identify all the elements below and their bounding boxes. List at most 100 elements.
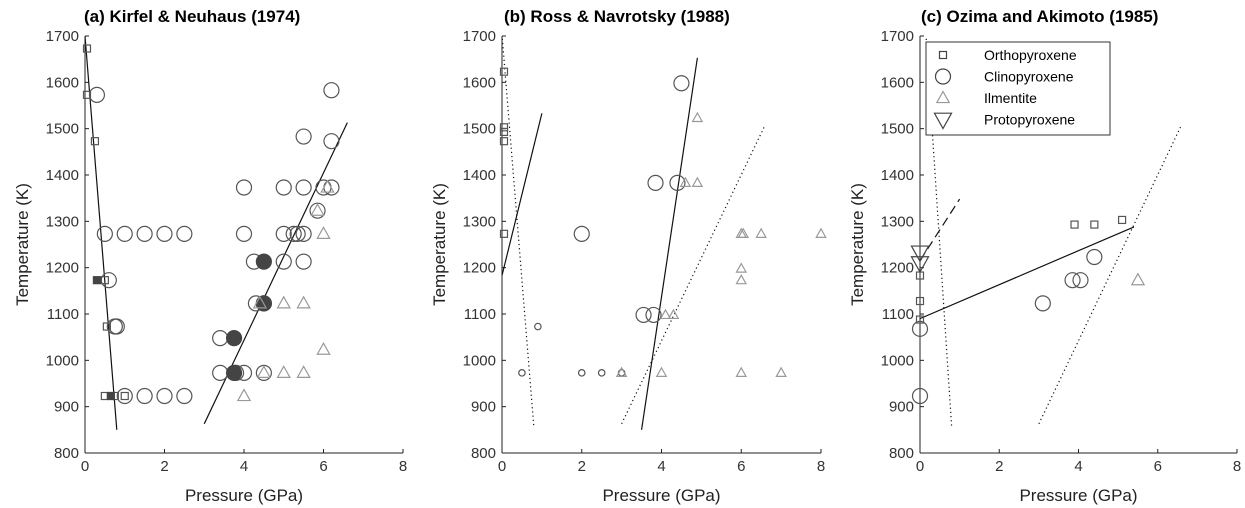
y-tick-label: 1400 [881,167,914,184]
data-point-circle [96,225,113,242]
data-point-triangle-up [735,366,748,377]
x-tick-label: 0 [916,458,924,475]
data-point-square [915,296,925,306]
x-axis-label: Pressure (GPa) [1019,486,1137,505]
fit-lines [85,36,348,430]
data-point-circle [669,174,686,191]
data-markers [499,67,827,377]
legend-label: Ilmentite [984,90,1037,106]
data-point-circle [295,128,312,145]
legend-label: Orthopyroxene [984,47,1077,63]
solid-fit-line [85,36,118,430]
data-point-circle [673,75,690,92]
data-point-triangle-up [296,295,311,309]
data-point-circle [156,225,173,242]
x-tick-label: 4 [657,458,665,475]
data-point-circle [1072,272,1089,289]
y-tick-label: 1300 [881,213,914,230]
data-point-circle [1086,248,1103,266]
data-point-circle [911,320,929,337]
y-tick-label: 1200 [463,260,496,277]
data-point-square [92,276,102,285]
y-tick-label: 1400 [46,167,79,184]
y-tick-label: 1100 [882,306,914,323]
data-point-circle [635,306,652,324]
chart-title: (b) Ross & Navrotsky (1988) [504,7,730,26]
y-tick-label: 1000 [881,352,914,369]
solid-fit-line [502,113,543,276]
dotted-fit-line [502,36,535,428]
data-point-triangle-up [815,227,827,238]
data-point-circle [295,179,312,196]
y-tick-label: 800 [471,445,496,462]
data-point-circle [645,306,662,324]
x-tick-label: 6 [319,458,327,475]
legend-label: Protopyroxene [984,112,1075,128]
data-markers [82,44,340,405]
data-point-square [90,137,100,146]
data-point-square [499,137,509,146]
legend-marker-square [938,50,948,60]
data-point-circle [136,387,153,405]
chart-panel-3: 0 2 4 6 8 800 900 1000 1100 1200 1300 1400 1500 1600 1… [848,7,1241,505]
data-point-triangle-up [252,295,268,309]
y-tick-label: 1000 [46,352,79,369]
data-point-square [1090,220,1099,229]
fit-lines [502,36,766,430]
data-point-circle [577,369,586,377]
data-point-circle [100,272,117,289]
data-point-circle [285,225,302,242]
data-point-circle [212,329,229,347]
y-tick-label: 900 [889,399,914,416]
x-tick-label: 8 [1233,458,1241,475]
y-axis-label: Temperature (K) [430,183,449,306]
data-point-square [499,123,509,132]
data-point-circle [275,253,292,270]
data-point-circle [116,387,133,405]
x-tick-label: 0 [498,458,506,475]
data-point-square [82,44,92,53]
y-tick-label: 800 [889,445,914,462]
y-tick-label: 1500 [463,121,496,138]
y-tick-label: 1500 [881,121,914,138]
data-point-triangle-up [691,176,704,187]
dotted-fit-line [925,36,953,428]
legend-marker-triangle-down [933,112,953,130]
y-tick-label: 1600 [46,74,79,91]
chart-panel-2: 0 2 4 6 8 800 900 1000 1100 1200 1300 1400 1500 1600 1… [430,7,827,505]
y-tick-label: 1700 [46,28,79,45]
data-point-circle [255,253,272,270]
data-point-triangle-up [659,308,672,320]
data-point-triangle-up [735,273,748,285]
data-point-circle [295,253,312,270]
data-point-square [120,391,129,401]
legend-marker-triangle-up [935,90,951,104]
data-point-circle [275,179,292,196]
data-point-triangle-up [679,176,692,187]
data-point-circle [323,82,340,99]
data-point-triangle-up [735,262,748,273]
chart-panel-1: 0 2 4 6 8 800 900 1000 1100 1200 1300 1400 1500 1600 1… [13,7,407,505]
data-point-triangle-up [691,111,704,123]
data-point-square [499,67,509,76]
y-tick-label: 1500 [46,121,79,138]
y-tick-label: 900 [471,399,496,416]
data-point-circle [255,364,272,381]
chart-title: (a) Kirfel & Neuhaus (1974) [84,7,300,26]
data-point-square [102,322,111,331]
data-point-triangle-up [737,227,750,238]
legend-label: Clinopyroxene [984,69,1074,85]
y-axis-label: Temperature (K) [13,183,32,306]
data-point-triangle-up [316,341,331,355]
x-tick-label: 4 [1074,458,1082,475]
chart-title: (c) Ozima and Akimoto (1985) [921,7,1158,26]
data-point-circle [647,174,664,191]
data-point-triangle-up [667,308,680,320]
legend-marker-circle [934,68,952,85]
legend: Orthopyroxene Clinopyroxene Ilmentite Proto… [925,41,1111,136]
data-point-circle [534,322,542,331]
data-point-square [82,90,92,99]
x-tick-label: 6 [1154,458,1162,475]
data-point-triangle-up [320,179,335,193]
data-point-square [1117,215,1127,225]
